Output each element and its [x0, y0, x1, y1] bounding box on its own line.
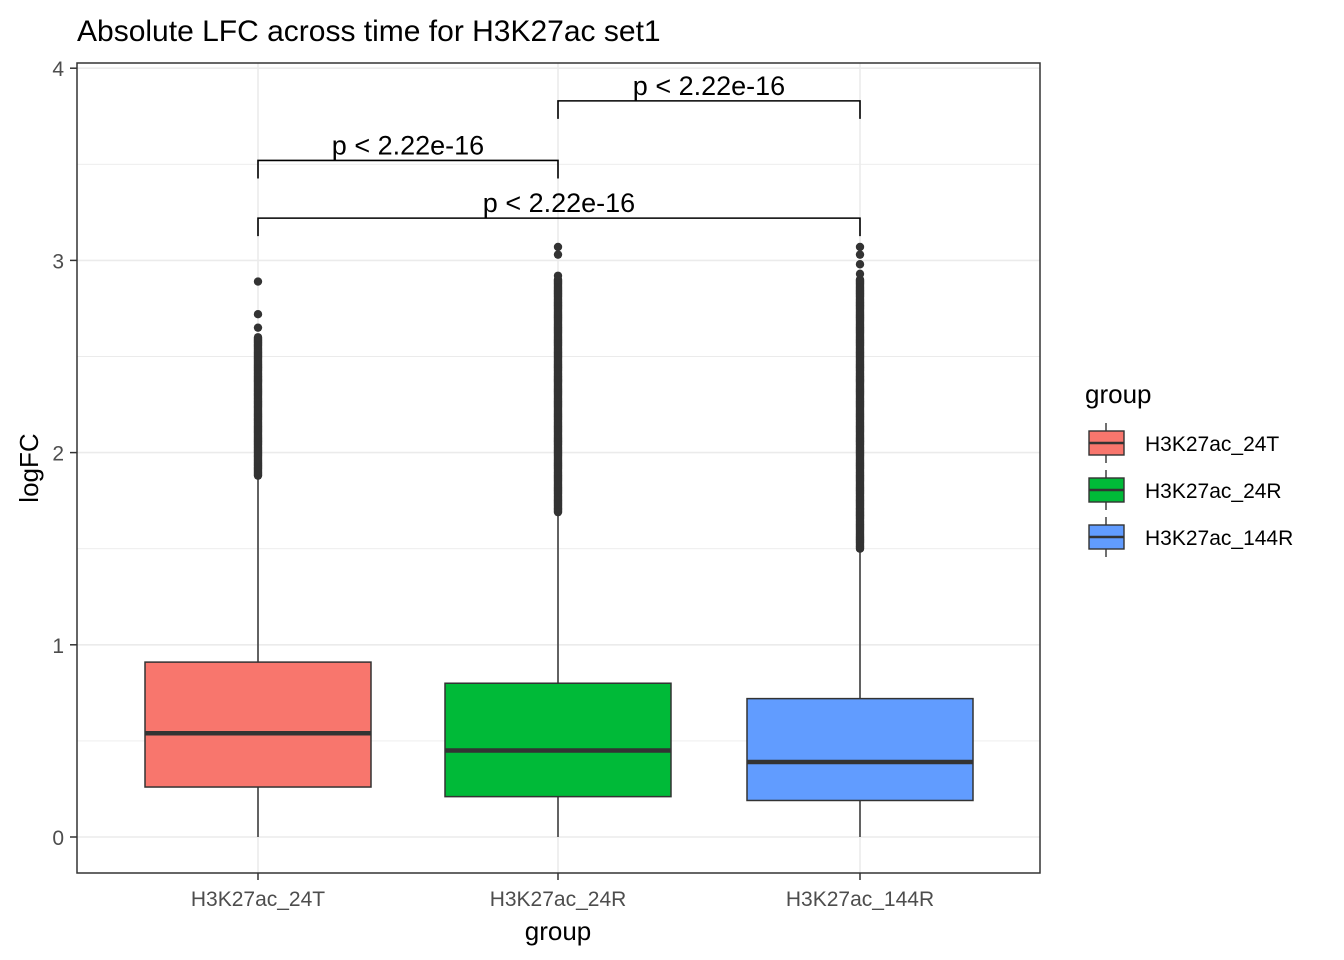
x-tick-label: H3K27ac_144R	[786, 888, 934, 911]
outlier-point	[855, 250, 865, 259]
box-iqr	[746, 697, 974, 802]
outlier-point	[855, 260, 865, 269]
comparison-brackets: p < 2.22e-16 p < 2.22e-16 p < 2.22e-16	[257, 71, 861, 237]
outlier-point	[553, 242, 563, 252]
outlier-point	[855, 275, 865, 284]
y-tick-label: 3	[52, 250, 64, 273]
p-value-label: p < 2.22e-16	[483, 188, 635, 218]
outlier-point	[855, 269, 865, 279]
boxes-layer	[144, 242, 974, 837]
bracket-line	[257, 159, 559, 179]
box-H3K27ac_24R	[444, 242, 672, 837]
comparison-bracket: p < 2.22e-16	[557, 71, 861, 119]
outlier-point	[253, 277, 263, 286]
y-tick-label: 0	[52, 827, 64, 850]
box-H3K27ac_144R	[746, 242, 974, 837]
legend-title: group	[1085, 379, 1152, 409]
comparison-bracket: p < 2.22e-16	[257, 130, 559, 179]
y-axis: 0 1 2 3 4	[52, 58, 77, 850]
legend-entry: H3K27ac_24R	[1088, 470, 1282, 510]
legend-entry-label: H3K27ac_144R	[1145, 527, 1293, 550]
box-iqr	[144, 661, 372, 788]
outlier-point	[253, 323, 263, 332]
outlier-point	[553, 250, 563, 259]
y-axis-title: logFC	[14, 433, 44, 502]
bracket-line	[257, 217, 861, 237]
chart-title: Absolute LFC across time for H3K27ac set…	[77, 15, 661, 48]
outlier-point	[253, 333, 263, 342]
x-axis-title: group	[525, 916, 592, 946]
box-H3K27ac_24T	[144, 277, 372, 837]
legend-entry-label: H3K27ac_24T	[1145, 433, 1279, 456]
y-tick-label: 4	[52, 58, 64, 81]
x-tick-label: H3K27ac_24T	[191, 888, 325, 911]
outlier-point	[253, 310, 263, 319]
p-value-label: p < 2.22e-16	[633, 71, 785, 101]
legend-entry-label: H3K27ac_24R	[1145, 480, 1282, 503]
outlier-point	[553, 271, 563, 280]
outlier-point	[855, 242, 865, 252]
legend-entry: H3K27ac_24T	[1088, 423, 1279, 463]
y-tick-label: 1	[52, 635, 64, 658]
comparison-bracket: p < 2.22e-16	[257, 188, 861, 237]
bracket-line	[557, 100, 861, 119]
legend: group H3K27ac_24T H3K27ac_24R H3K27ac_144R	[1085, 379, 1293, 557]
y-tick-label: 2	[52, 443, 64, 466]
x-axis: H3K27ac_24T H3K27ac_24R H3K27ac_144R	[191, 873, 934, 911]
x-tick-label: H3K27ac_24R	[490, 888, 627, 911]
box-iqr	[444, 682, 672, 798]
legend-entry: H3K27ac_144R	[1088, 517, 1293, 557]
p-value-label: p < 2.22e-16	[332, 130, 484, 160]
